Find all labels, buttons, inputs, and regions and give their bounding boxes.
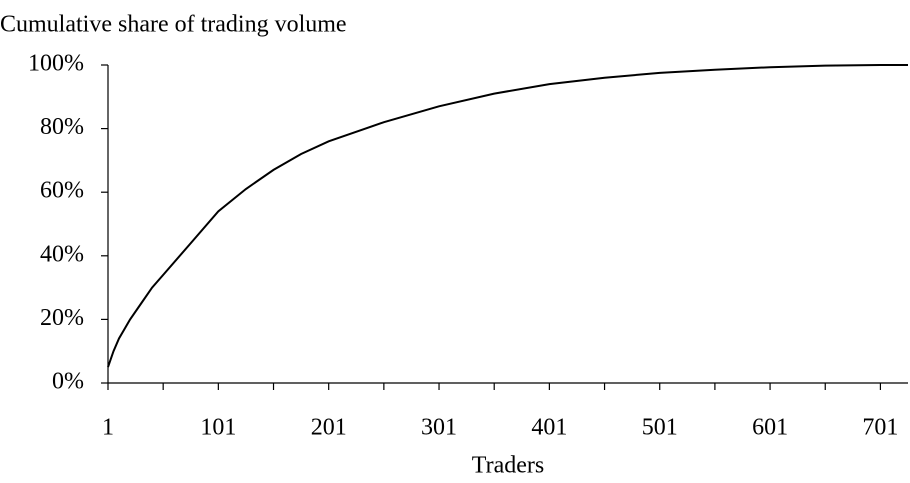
y-tick-label: 40%	[40, 241, 84, 267]
y-tick-label: 20%	[40, 305, 84, 331]
chart-title: Cumulative share of trading volume	[0, 12, 347, 38]
y-tick-label: 100%	[28, 51, 84, 77]
x-tick-label: 1	[102, 415, 114, 441]
x-tick-label: 101	[200, 415, 236, 441]
x-tick-label: 301	[421, 415, 457, 441]
x-tick-label: 401	[531, 415, 567, 441]
y-tick-label: 80%	[40, 114, 84, 140]
data-line	[107, 64, 908, 368]
x-tick-label: 601	[752, 415, 788, 441]
x-tick-label: 701	[862, 415, 898, 441]
x-tick-label: 501	[642, 415, 678, 441]
y-tick-label: 60%	[40, 178, 84, 204]
y-tick-label: 0%	[52, 369, 84, 395]
x-tick-label: 201	[311, 415, 347, 441]
x-axis-label: Traders	[472, 453, 544, 479]
